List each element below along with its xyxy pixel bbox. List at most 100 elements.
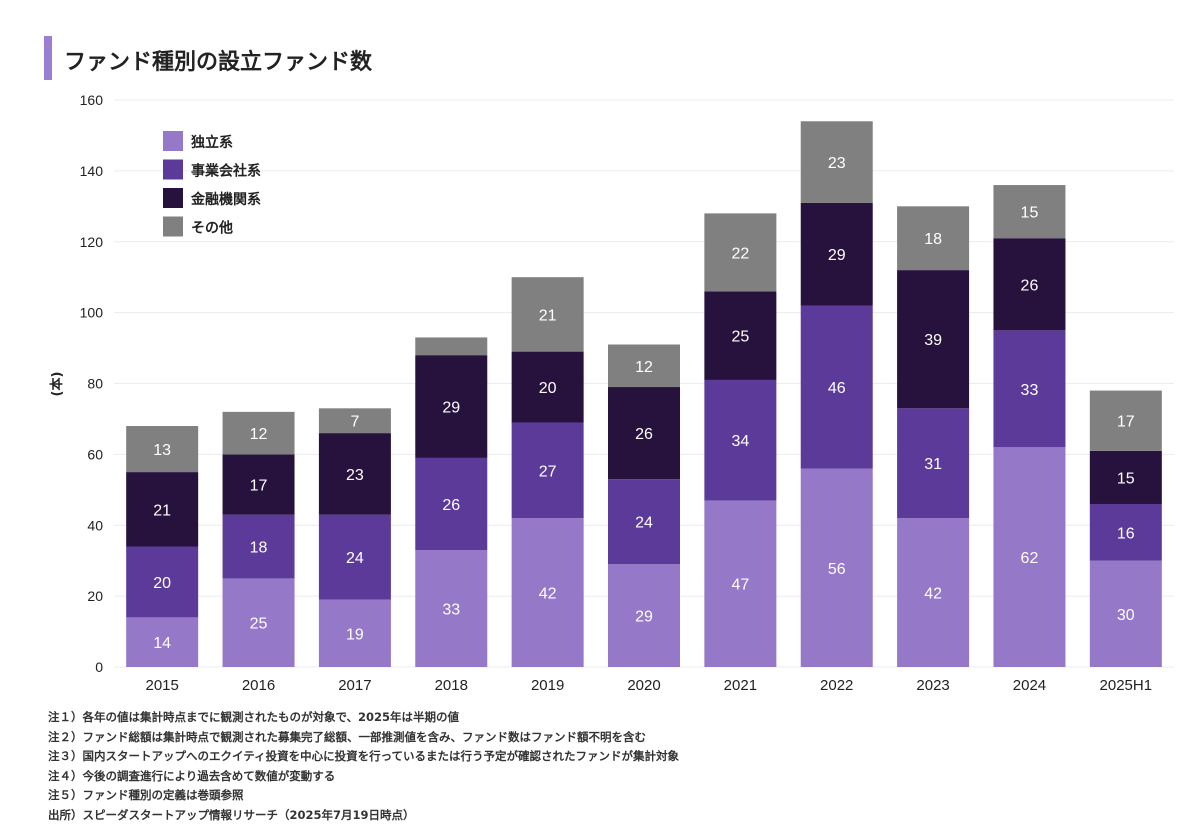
data-label: 25 <box>731 329 749 346</box>
bar-segment <box>126 472 199 547</box>
stacked-bar-chart: 020406080100120140160(本)1420211320152518… <box>49 92 1174 694</box>
data-label: 56 <box>828 561 846 578</box>
x-tick-label: 2024 <box>1013 677 1046 694</box>
y-tick-label: 40 <box>87 517 103 533</box>
data-label: 46 <box>828 380 846 397</box>
bar-segment <box>318 514 391 600</box>
bar-segment <box>511 277 584 352</box>
data-label: 23 <box>346 467 364 484</box>
bar-segment <box>1089 503 1162 561</box>
bar-segment <box>126 546 199 618</box>
data-label: 26 <box>635 426 653 443</box>
data-label: 33 <box>1021 382 1039 399</box>
x-tick-label: 2021 <box>724 677 757 694</box>
y-tick-label: 160 <box>80 92 104 108</box>
x-tick-label: 2015 <box>145 677 178 694</box>
bar-segment <box>1089 450 1162 504</box>
bar-segment <box>318 433 391 515</box>
bar-segment <box>318 599 391 667</box>
legend-swatch <box>163 216 183 237</box>
data-label: 27 <box>539 463 557 480</box>
bar-segment <box>993 447 1066 667</box>
bar-segment <box>608 344 680 388</box>
bar-segment <box>1089 560 1162 667</box>
legend-swatch <box>163 159 183 180</box>
data-label: 62 <box>1021 550 1039 567</box>
bar-segment <box>993 185 1066 239</box>
bar-segment <box>993 238 1066 331</box>
y-axis-label: (本) <box>49 372 65 397</box>
y-tick-label: 20 <box>87 588 103 604</box>
legend-label: 金融機関系 <box>190 191 261 208</box>
bar-segment <box>511 518 584 667</box>
legend-swatch <box>163 131 183 151</box>
bar-segment <box>511 422 584 519</box>
x-tick-label: 2023 <box>916 677 949 694</box>
data-label: 24 <box>346 550 364 567</box>
data-label: 18 <box>250 540 268 557</box>
footnote: 注５）ファンド種別の定義は巻頭参照 <box>48 788 244 802</box>
bar-segment <box>800 468 873 667</box>
x-tick-label: 2022 <box>820 677 853 694</box>
data-label: 34 <box>731 433 749 450</box>
bar-segment <box>897 408 970 519</box>
data-label: 13 <box>153 442 171 459</box>
x-tick-label: 2019 <box>531 677 564 694</box>
data-label: 23 <box>828 155 846 172</box>
bar-segment <box>415 337 488 356</box>
bar-segment <box>704 213 777 292</box>
y-tick-label: 100 <box>80 305 104 321</box>
data-label: 33 <box>442 602 460 619</box>
data-label: 29 <box>442 400 460 417</box>
bar-segment <box>800 202 873 306</box>
y-tick-label: 0 <box>95 659 103 675</box>
legend-swatch <box>163 188 183 208</box>
x-tick-label: 2016 <box>242 677 275 694</box>
data-label: 39 <box>924 332 942 349</box>
data-label: 25 <box>250 616 268 633</box>
bar-segment <box>897 518 970 667</box>
bar-segment <box>897 206 970 271</box>
legend-label: 独立系 <box>191 134 233 151</box>
data-label: 29 <box>635 609 653 626</box>
legend-label: 事業会社系 <box>191 163 261 180</box>
bar-segment <box>608 564 680 667</box>
data-label: 26 <box>442 497 460 514</box>
data-label: 19 <box>346 626 364 643</box>
footnotes: 注１）各年の値は集計時点までに観測されたものが対象で、2025年は半期の値 注２… <box>48 708 679 825</box>
footnote: 注４）今後の調査進行により過去含めて数値が変動する <box>48 768 336 783</box>
data-label: 16 <box>1117 525 1135 542</box>
data-label: 24 <box>635 515 653 532</box>
data-label: 20 <box>153 575 171 592</box>
bar-segment <box>608 387 680 480</box>
data-label: 42 <box>924 586 942 603</box>
bar-segment <box>126 426 199 473</box>
data-label: 15 <box>1021 205 1039 222</box>
bar-segment <box>704 291 777 380</box>
y-tick-label: 140 <box>80 163 104 179</box>
footnote: 注３）国内スタートアップへのエクイティ投資を中心に投資を行っているまたは行う予定… <box>48 749 679 763</box>
data-label: 30 <box>1117 607 1135 624</box>
bar-segment <box>800 305 873 469</box>
data-label: 15 <box>1117 470 1135 487</box>
data-label: 21 <box>153 502 171 519</box>
source-note: 出所）スピーダスタートアップ情報リサーチ（2025年7月19日時点） <box>48 807 415 822</box>
title-accent-bar <box>44 36 52 80</box>
data-label: 7 <box>350 414 359 431</box>
footnote: 注１）各年の値は集計時点までに観測されたものが対象で、2025年は半期の値 <box>48 710 460 724</box>
data-label: 29 <box>828 247 846 264</box>
chart-title: ファンド種別の設立ファンド数 <box>64 50 373 75</box>
y-tick-label: 80 <box>87 376 103 392</box>
footnote: 注２）ファンド総額は集計時点で観測された募集完了総額、一部推測値を含み、ファンド… <box>48 729 646 744</box>
data-label: 22 <box>731 245 749 262</box>
data-label: 31 <box>924 456 942 473</box>
bar-segment <box>800 121 873 203</box>
data-label: 26 <box>1021 277 1039 294</box>
data-label: 12 <box>250 426 268 443</box>
bar-segment <box>415 550 488 667</box>
bar-segment <box>222 454 295 515</box>
data-label: 17 <box>250 477 268 494</box>
y-tick-label: 60 <box>87 446 103 462</box>
data-label: 14 <box>153 635 171 652</box>
bar-segment <box>511 351 584 423</box>
